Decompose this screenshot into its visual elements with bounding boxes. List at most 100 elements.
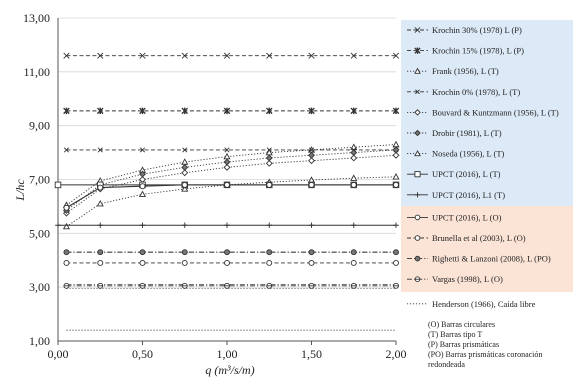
data-point <box>393 282 399 289</box>
data-point <box>392 52 400 59</box>
data-point <box>63 282 70 289</box>
data-point <box>63 259 70 266</box>
legend-entry: Henderson (1966), Caída libre <box>407 299 536 309</box>
data-point <box>414 192 421 198</box>
data-point <box>414 255 421 262</box>
data-point <box>224 282 230 289</box>
tick-labels: 1,00 3,00 5,00 7,00 9,00 11,00 13,00 0,00 0,50 1,… <box>23 11 407 361</box>
data-point <box>350 52 357 59</box>
data-point <box>350 259 357 266</box>
x-tick-label: 1,50 <box>301 347 322 361</box>
data-point <box>414 171 421 178</box>
data-point <box>414 235 421 241</box>
data-point <box>393 181 399 188</box>
legend-group-bg-t <box>401 20 573 206</box>
legend-entry: Bouvard & Kuntzmann (1956), L (T) <box>407 107 559 117</box>
data-point <box>393 249 399 256</box>
y-tick-label: 13,00 <box>23 11 50 25</box>
series-12 <box>63 249 399 256</box>
data-point <box>97 147 103 153</box>
data-point <box>181 259 188 266</box>
y-tick-label: 11,00 <box>23 65 50 79</box>
data-point <box>223 107 231 115</box>
legend-entry: Noseda (1956), L (T) <box>407 149 505 159</box>
legend-entry: Krochin 0% (1978), L (T) <box>407 87 520 97</box>
data-point <box>308 147 315 153</box>
data-point <box>392 173 400 180</box>
y-tick-label: 3,00 <box>29 280 50 294</box>
series-5 <box>63 151 400 217</box>
data-point <box>350 154 358 162</box>
data-point <box>224 259 230 266</box>
data-point <box>181 282 188 289</box>
series-6 <box>63 146 400 214</box>
data-point <box>181 249 188 256</box>
data-point <box>266 147 272 153</box>
data-point <box>97 184 104 191</box>
data-point <box>139 222 146 229</box>
data-point <box>223 163 231 171</box>
data-point <box>96 199 104 207</box>
series-4 <box>63 147 399 153</box>
legend-label: Brunella et al (2003), L (O) <box>432 233 526 243</box>
data-point <box>224 181 230 188</box>
data-point <box>393 259 399 266</box>
data-point <box>266 249 273 256</box>
legend-label: Krochin 30% (1978) L (P) <box>432 25 522 35</box>
data-point <box>181 52 188 59</box>
data-point <box>139 259 146 266</box>
data-point <box>350 149 358 157</box>
data-point <box>97 259 104 266</box>
y-tick-label: 9,00 <box>29 119 50 133</box>
series-13 <box>63 282 399 289</box>
data-point <box>308 249 315 256</box>
legend-note: (O) Barras circulares <box>428 320 495 329</box>
legend-label: Noseda (1956), L (T) <box>432 149 505 159</box>
series-7 <box>62 173 400 230</box>
legend-background <box>401 20 573 292</box>
data-point <box>181 163 189 171</box>
x-tick-label: 1,00 <box>217 347 238 361</box>
data-point <box>265 154 273 162</box>
series-10 <box>63 181 399 211</box>
x-tick-label: 2,00 <box>386 347 407 361</box>
data-point <box>181 181 188 188</box>
data-point <box>182 147 188 153</box>
series-layer <box>54 52 400 331</box>
data-point <box>54 181 62 189</box>
legend-entry: Krochin 15% (1978), L (P) <box>407 46 524 56</box>
data-point <box>415 89 420 95</box>
data-point <box>350 249 357 256</box>
data-point <box>308 52 315 59</box>
data-point <box>63 107 70 115</box>
data-point <box>139 282 146 289</box>
data-point <box>139 52 146 59</box>
data-point <box>266 222 273 229</box>
y-tick-label: 5,00 <box>29 226 50 240</box>
data-point <box>63 249 70 256</box>
series-9 <box>55 222 399 229</box>
data-point <box>224 249 230 256</box>
data-point <box>266 282 273 289</box>
data-point <box>308 157 315 165</box>
data-point <box>414 27 421 33</box>
data-point <box>224 147 230 153</box>
legend: Krochin 30% (1978) L (P) Krochin 15% (197… <box>407 25 559 309</box>
legend-label: Drobir (1981), L (T) <box>432 128 502 138</box>
data-point <box>414 276 421 282</box>
data-point <box>63 52 70 59</box>
legend-group-bg-o <box>401 206 573 292</box>
legend-label: Krochin 15% (1978), L (P) <box>432 46 524 56</box>
data-point <box>392 146 400 154</box>
series-line <box>66 184 396 209</box>
y-tick-label: 7,00 <box>29 173 50 187</box>
data-point <box>97 282 104 289</box>
data-point <box>308 282 315 289</box>
data-point <box>414 67 421 74</box>
data-point <box>63 147 70 153</box>
legend-entry: UPCT (2016), L1 (T) <box>407 190 505 200</box>
data-point <box>139 183 146 190</box>
legend-note: (T) Barras tipo T <box>428 330 482 339</box>
data-point <box>223 158 231 166</box>
legend-entry: Frank (1956), L (T) <box>407 66 499 76</box>
